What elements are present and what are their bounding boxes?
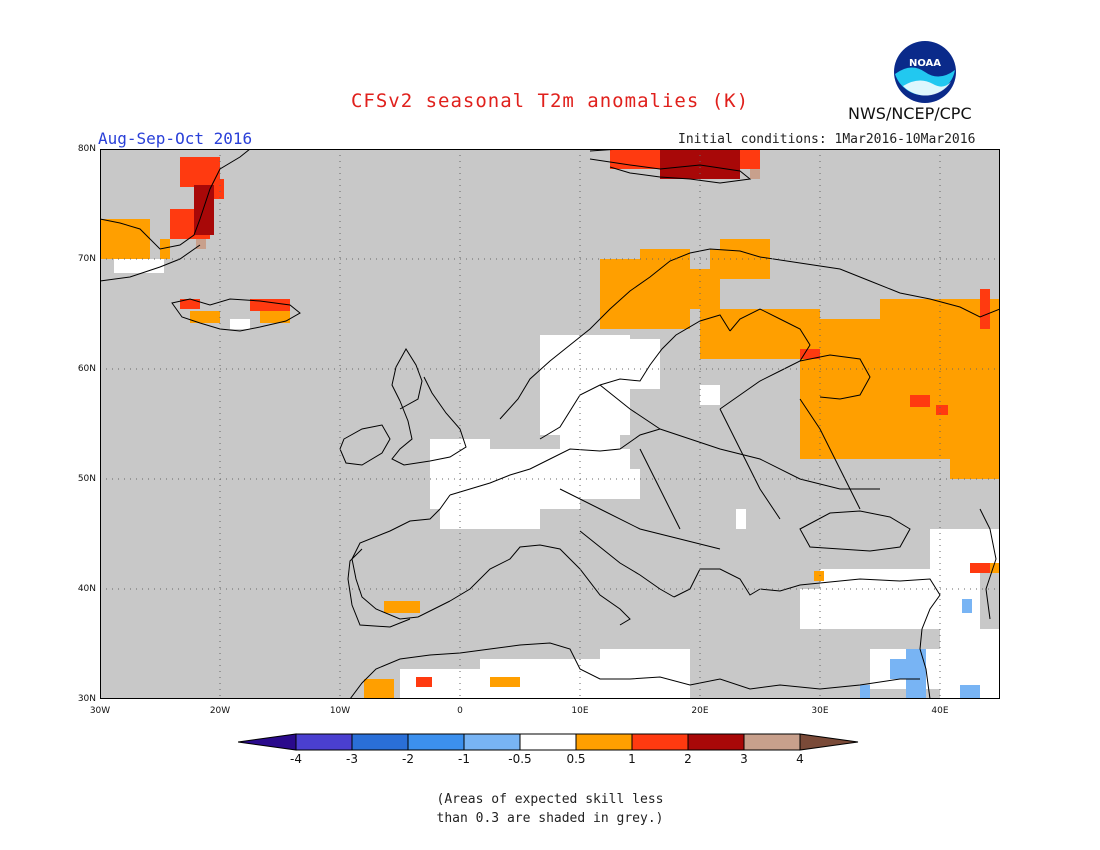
lon-label: 20W (209, 706, 231, 716)
colorbar-segment (238, 733, 297, 751)
colorbar-segment (295, 733, 353, 751)
anomaly-cell-red (416, 677, 432, 687)
anomaly-cell-red (936, 405, 948, 415)
colorbar (238, 733, 859, 751)
anomaly-cell-red (250, 299, 290, 311)
colorbar-segment (351, 733, 409, 751)
anomaly-cell-darkred (710, 169, 740, 179)
colorbar-segment (687, 733, 745, 751)
colorbar-segment (631, 733, 689, 751)
anomaly-cell-white (800, 589, 860, 629)
anomaly-cell-orange (190, 311, 220, 323)
lat-label: 80N (77, 144, 96, 154)
anomaly-cell-tan (750, 169, 760, 179)
graticule (100, 149, 1000, 699)
anomaly-cell-orange (160, 239, 170, 259)
anomaly-cell-lightblue (890, 659, 920, 679)
anomaly-cell-white (600, 469, 640, 499)
anomaly-cell-white (230, 319, 250, 329)
colorbar-segment (407, 733, 465, 751)
anomaly-cell-orange (950, 359, 1000, 479)
lon-label: 30E (811, 706, 829, 716)
lon-label: 20E (691, 706, 709, 716)
colorbar-label: -4 (290, 752, 302, 766)
anomaly-cell-orange (814, 571, 824, 581)
lon-label: 10E (571, 706, 589, 716)
colorbar-segment (519, 733, 577, 751)
anomaly-cell-lightblue (860, 685, 870, 699)
colorbar-label: -2 (402, 752, 414, 766)
anomaly-map (100, 149, 1000, 699)
anomaly-cell-white (600, 649, 690, 699)
colorbar-segment (743, 733, 801, 751)
colorbar-label: 4 (796, 752, 804, 766)
lon-label: 10W (329, 706, 351, 716)
colorbar-segment (463, 733, 521, 751)
anomaly-cell-orange (384, 601, 420, 613)
anomaly-cells (100, 149, 1000, 699)
noaa-logo-icon: NOAA (894, 41, 956, 103)
colorbar-label: -0.5 (508, 752, 532, 766)
colorbar-label: -1 (458, 752, 470, 766)
colorbar-segment (575, 733, 633, 751)
anomaly-cell-white (930, 529, 1000, 569)
anomaly-cell-red (910, 395, 930, 407)
anomaly-cell-orange (364, 679, 394, 699)
anomaly-cell-red (980, 319, 990, 329)
anomaly-cell-red (800, 349, 820, 359)
lon-label: 30W (89, 706, 111, 716)
anomaly-cell-orange (100, 219, 150, 259)
initial-conditions-label: Initial conditions: 1Mar2016-10Mar2016 (678, 132, 976, 147)
anomaly-cell-orange (720, 239, 770, 259)
lon-label: 40E (931, 706, 949, 716)
skill-note-line2: than 0.3 are shaded in grey.) (436, 811, 664, 826)
anomaly-cell-red (180, 299, 200, 309)
anomaly-cell-red (970, 563, 990, 573)
lat-label: 30N (77, 694, 96, 704)
colorbar-label: 3 (740, 752, 748, 766)
anomaly-cell-red (980, 289, 990, 319)
anomaly-cell-white (700, 385, 720, 405)
anomaly-cell-lightblue (962, 599, 972, 613)
anomaly-cell-orange (260, 309, 290, 323)
season-label: Aug-Sep-Oct 2016 (98, 129, 253, 148)
lon-label: 0 (457, 706, 463, 716)
lat-label: 60N (77, 364, 96, 374)
colorbar-label: 1 (628, 752, 636, 766)
lat-label: 50N (77, 474, 96, 484)
colorbar-label: 2 (684, 752, 692, 766)
svg-text:NOAA: NOAA (909, 58, 941, 69)
anomaly-cell-tan (196, 239, 206, 249)
colorbar-segment (799, 733, 859, 751)
colorbar-label: -3 (346, 752, 358, 766)
colorbar-label: 0.5 (566, 752, 586, 766)
lat-label: 70N (77, 254, 96, 264)
skill-note-line1: (Areas of expected skill less (436, 792, 664, 807)
anomaly-cell-orange (820, 399, 850, 439)
anomaly-cell-lightblue (960, 685, 980, 699)
agency-label: NWS/NCEP/CPC (848, 104, 972, 123)
anomaly-cell-orange (490, 677, 520, 687)
anomaly-cell-white (736, 509, 746, 529)
anomaly-cell-white (114, 259, 164, 273)
lat-label: 40N (77, 584, 96, 594)
anomaly-cell-white (400, 669, 480, 699)
map-title: CFSv2 seasonal T2m anomalies (K) (350, 90, 750, 112)
